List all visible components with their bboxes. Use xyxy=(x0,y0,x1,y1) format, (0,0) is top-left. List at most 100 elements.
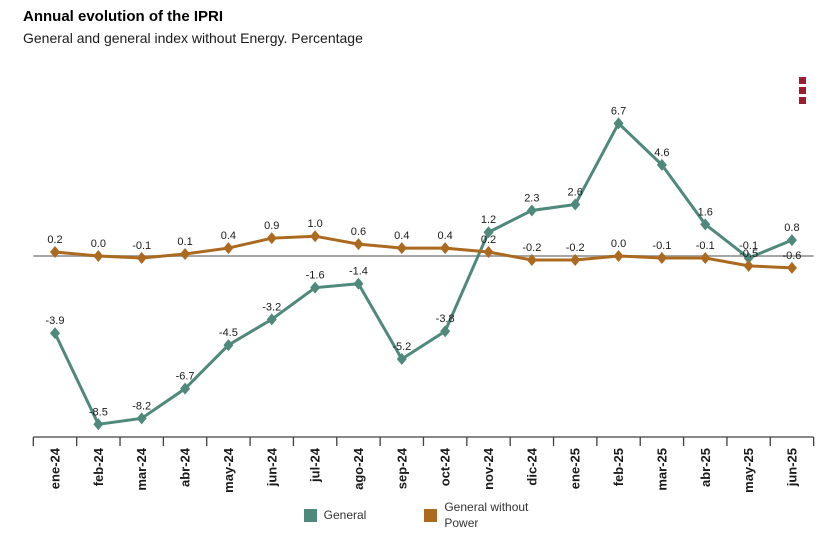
legend-item-general-without-power[interactable]: General without Power xyxy=(424,499,536,531)
data-label: -3.8 xyxy=(436,313,455,325)
x-axis-label: ene-25 xyxy=(568,448,583,489)
data-point-marker xyxy=(700,251,711,264)
menu-dot xyxy=(799,87,806,94)
data-label: 0.0 xyxy=(91,238,106,250)
x-axis-label: mar-25 xyxy=(654,448,669,491)
data-label: 1.0 xyxy=(307,218,322,230)
legend-swatch-general-without-power xyxy=(424,508,438,522)
data-label: -0.5 xyxy=(739,248,758,260)
data-label: -8.2 xyxy=(132,400,151,412)
data-point-marker xyxy=(440,242,451,255)
x-axis-label: jun-25 xyxy=(784,448,799,487)
data-point-marker xyxy=(570,253,581,266)
menu-dot xyxy=(799,97,806,104)
data-label: 0.2 xyxy=(47,234,62,246)
data-point-marker xyxy=(50,327,60,340)
data-label: 2.6 xyxy=(568,187,583,199)
data-point-marker xyxy=(50,246,60,259)
x-axis-label: may-25 xyxy=(741,448,756,493)
data-point-marker xyxy=(396,352,407,365)
data-point-marker xyxy=(136,412,147,425)
data-label: 0.6 xyxy=(351,226,366,238)
data-point-marker xyxy=(93,418,104,431)
data-point-marker xyxy=(743,251,754,264)
data-label: 0.4 xyxy=(394,230,409,242)
x-axis-label: mar-24 xyxy=(134,447,149,490)
data-label: 0.8 xyxy=(784,222,799,234)
x-axis-label: may-24 xyxy=(221,447,236,493)
data-label: -0.6 xyxy=(782,250,801,262)
x-axis-label: sep-24 xyxy=(394,447,409,489)
data-point-marker xyxy=(93,250,104,262)
data-point-marker xyxy=(223,339,234,352)
data-point-marker xyxy=(570,198,581,211)
x-axis-label: abr-25 xyxy=(698,448,713,487)
data-label: -0.2 xyxy=(522,242,541,254)
data-point-marker xyxy=(786,261,797,274)
data-label: -1.6 xyxy=(306,270,325,282)
data-point-marker xyxy=(743,259,754,272)
data-label: -5.2 xyxy=(392,341,411,353)
data-label: 4.6 xyxy=(654,147,669,159)
data-label: 2.3 xyxy=(524,192,539,204)
data-label: -0.1 xyxy=(696,240,715,252)
legend-label-general: General xyxy=(323,508,367,523)
data-point-marker xyxy=(613,250,624,262)
data-point-marker xyxy=(136,251,147,264)
x-axis-label: abr-24 xyxy=(178,447,193,487)
data-point-marker xyxy=(656,251,667,264)
data-point-marker xyxy=(656,158,667,171)
x-axis-label: feb-24 xyxy=(91,447,106,486)
x-axis-label: dic-24 xyxy=(524,447,539,485)
data-point-marker xyxy=(483,246,494,259)
data-label: 1.6 xyxy=(698,206,713,218)
legend-label-general-without-power: General without Power xyxy=(444,500,529,531)
data-label: -0.2 xyxy=(566,242,585,254)
x-axis-label: ago-24 xyxy=(351,447,366,490)
data-point-marker xyxy=(526,253,537,266)
data-label: -3.2 xyxy=(262,301,281,313)
data-point-marker xyxy=(786,234,797,247)
data-label: 0.9 xyxy=(264,220,279,232)
data-label: 0.2 xyxy=(481,234,496,246)
series-line-general-without-power xyxy=(54,234,793,270)
data-label: -4.5 xyxy=(219,327,238,339)
data-point-marker xyxy=(396,242,407,255)
data-point-marker xyxy=(310,230,321,243)
data-label: 0.4 xyxy=(438,230,453,242)
data-label: 6.7 xyxy=(611,105,626,117)
legend-swatch-general xyxy=(303,508,317,522)
x-axis-label: jul-24 xyxy=(308,447,323,483)
data-label: -1.4 xyxy=(349,266,368,278)
data-label: 1.2 xyxy=(481,214,496,226)
data-label: -0.1 xyxy=(132,240,151,252)
data-point-marker xyxy=(180,248,191,261)
data-point-marker xyxy=(483,226,494,239)
data-label: -3.9 xyxy=(46,315,65,327)
data-point-marker xyxy=(266,313,277,326)
data-label: 0.4 xyxy=(221,230,236,242)
data-label: 0.0 xyxy=(611,238,626,250)
x-axis-label: feb-25 xyxy=(611,448,626,486)
data-point-marker xyxy=(526,204,537,217)
data-point-marker xyxy=(353,238,364,251)
x-axis-label: ene-24 xyxy=(48,447,63,489)
data-point-marker xyxy=(613,117,624,130)
data-label: 0.1 xyxy=(177,236,192,248)
legend-item-general[interactable]: General xyxy=(303,507,367,523)
data-label: -0.1 xyxy=(739,240,758,252)
chart-subtitle: General and general index without Energy… xyxy=(23,30,363,46)
data-label: -8.5 xyxy=(89,406,108,418)
data-label: -6.7 xyxy=(176,371,195,383)
x-axis-label: oct-24 xyxy=(438,447,453,486)
data-point-marker xyxy=(310,281,321,294)
data-point-marker xyxy=(440,325,451,338)
data-point-marker xyxy=(180,382,191,395)
x-axis-label: nov-24 xyxy=(481,447,496,490)
series-line-general xyxy=(53,120,793,426)
chart-legend: General General without Power xyxy=(0,499,840,531)
data-point-marker xyxy=(700,218,711,231)
kebab-menu-icon[interactable] xyxy=(796,74,809,107)
